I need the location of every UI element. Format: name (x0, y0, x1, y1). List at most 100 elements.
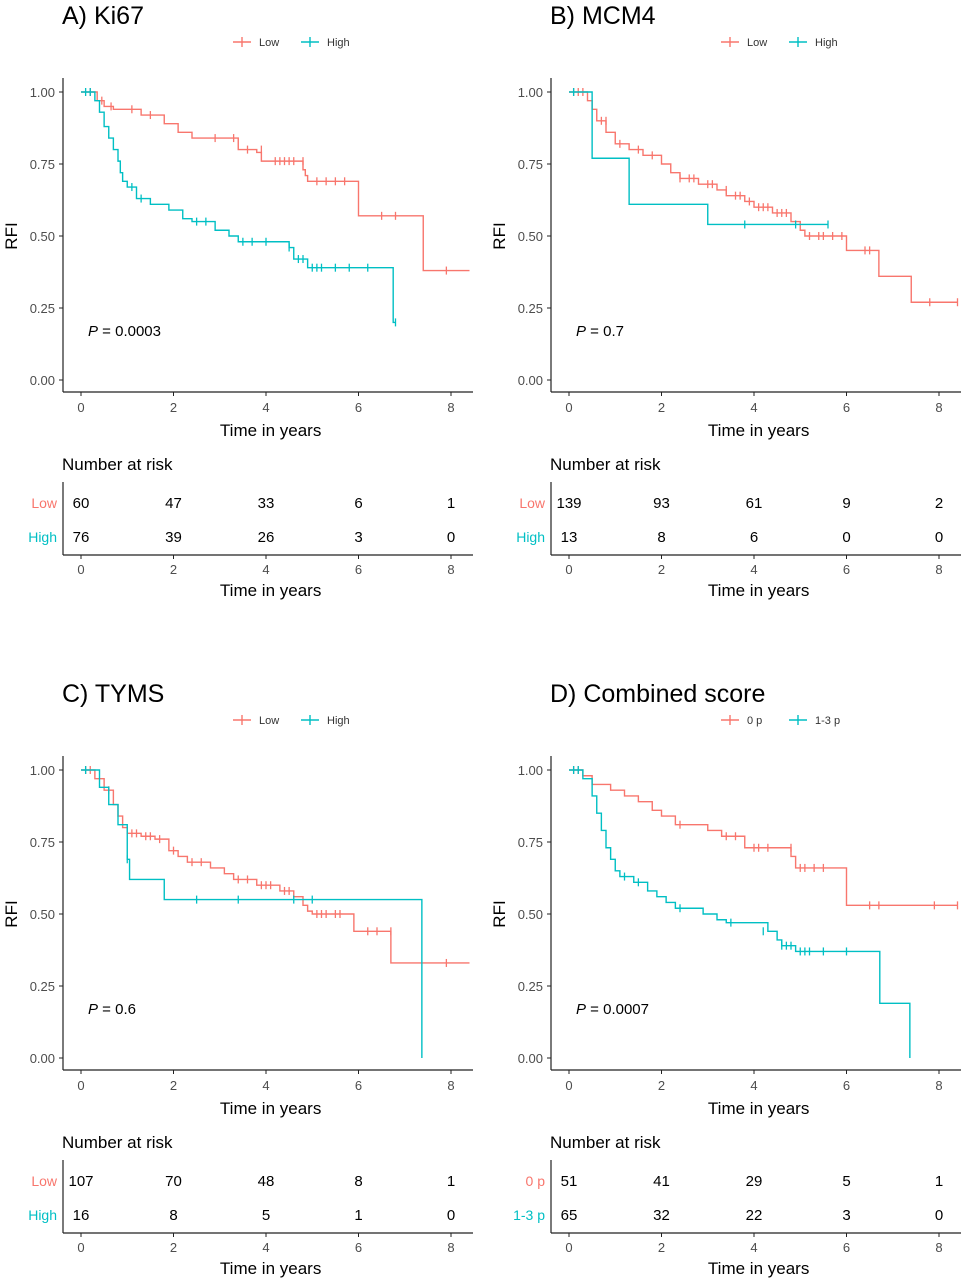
x-tick-label: 0 (77, 400, 84, 415)
legend: Low High (721, 37, 838, 49)
y-tick-label: 0.50 (518, 907, 543, 922)
risk-count: 139 (556, 495, 581, 512)
x-tick-label: 8 (935, 400, 942, 415)
legend-label: High (815, 37, 838, 49)
km-curve-Low (81, 769, 470, 964)
x-axis-label: Time in years (708, 421, 809, 440)
x-tick-label: 0 (565, 400, 572, 415)
risk-count: 8 (657, 529, 665, 546)
risk-count: 93 (653, 495, 670, 512)
y-tick-label: 0.50 (518, 229, 543, 244)
risk-count: 5 (262, 1207, 270, 1224)
y-axis-label: RFI (2, 900, 21, 927)
risk-x-tick-label: 4 (262, 562, 269, 577)
y-axis-label: RFI (490, 222, 509, 249)
risk-row-label: High (28, 1207, 57, 1223)
p-value-text: P = 0.0003 (88, 323, 161, 340)
risk-row-label: 0 p (526, 1173, 546, 1189)
x-tick-label: 4 (262, 400, 269, 415)
risk-x-axis-label: Time in years (220, 1259, 321, 1278)
x-tick-label: 6 (843, 1078, 850, 1093)
risk-count: 29 (746, 1173, 763, 1190)
risk-count: 1 (935, 1173, 943, 1190)
x-axis-label: Time in years (220, 1099, 321, 1118)
x-tick-label: 2 (170, 1078, 177, 1093)
km-curve-Low (81, 91, 470, 272)
x-tick-label: 4 (750, 1078, 757, 1093)
risk-count: 2 (935, 495, 943, 512)
risk-row-label: 1-3 p (513, 1207, 545, 1223)
risk-x-tick-label: 2 (170, 562, 177, 577)
risk-count: 3 (842, 1207, 850, 1224)
x-tick-label: 8 (447, 1078, 454, 1093)
legend: Low High (233, 715, 350, 727)
risk-row-label: Low (31, 495, 58, 511)
risk-count: 1 (354, 1207, 362, 1224)
risk-x-tick-label: 0 (77, 1240, 84, 1255)
km-curve-Low (569, 91, 958, 303)
x-tick-label: 6 (355, 400, 362, 415)
risk-x-tick-label: 6 (355, 562, 362, 577)
legend-label: Low (747, 37, 767, 49)
y-tick-label: 0.75 (518, 835, 543, 850)
legend-label: Low (259, 715, 279, 727)
risk-count: 5 (842, 1173, 850, 1190)
x-tick-label: 8 (935, 1078, 942, 1093)
panel-title: D) Combined score (550, 680, 765, 708)
y-tick-label: 0.75 (30, 157, 55, 172)
risk-count: 32 (653, 1207, 670, 1224)
risk-count: 1 (447, 495, 455, 512)
risk-count: 3 (354, 529, 362, 546)
risk-table-title: Number at risk (62, 1133, 173, 1152)
legend-label: 1-3 p (815, 715, 840, 727)
risk-count: 48 (258, 1173, 275, 1190)
risk-count: 8 (354, 1173, 362, 1190)
risk-count: 51 (561, 1173, 578, 1190)
legend: Low High (233, 37, 350, 49)
risk-x-tick-label: 6 (843, 562, 850, 577)
risk-row-label: Low (31, 1173, 58, 1189)
x-tick-label: 8 (447, 400, 454, 415)
risk-count: 22 (746, 1207, 763, 1224)
risk-x-tick-label: 0 (77, 562, 84, 577)
p-value-text: P = 0.7 (576, 323, 624, 340)
y-tick-label: 0.25 (518, 979, 543, 994)
km-panel-3: D) Combined score 0 p 1-3 p 0.00 0.25 0.50 0.7… (490, 680, 961, 1278)
x-tick-label: 2 (170, 400, 177, 415)
risk-x-tick-label: 8 (935, 1240, 942, 1255)
risk-x-tick-label: 2 (658, 562, 665, 577)
km-panel-2: C) TYMS Low High 0.00 0.25 0.50 0.75 1.00 0 2 4 6 8 T… (2, 680, 473, 1278)
risk-table-title: Number at risk (550, 1133, 661, 1152)
x-tick-label: 0 (565, 1078, 572, 1093)
risk-count: 76 (73, 529, 90, 546)
risk-count: 8 (169, 1207, 177, 1224)
y-tick-label: 0.50 (30, 907, 55, 922)
risk-x-axis-label: Time in years (708, 581, 809, 600)
risk-count: 47 (165, 495, 182, 512)
y-tick-label: 0.50 (30, 229, 55, 244)
risk-count: 13 (561, 529, 578, 546)
legend: 0 p 1-3 p (721, 715, 840, 727)
legend-label: Low (259, 37, 279, 49)
risk-x-tick-label: 6 (355, 1240, 362, 1255)
risk-count: 26 (258, 529, 275, 546)
risk-row-label: High (516, 529, 545, 545)
y-tick-label: 0.00 (518, 373, 543, 388)
y-tick-label: 0.00 (30, 373, 55, 388)
y-tick-label: 0.25 (30, 979, 55, 994)
y-tick-label: 0.00 (518, 1051, 543, 1066)
risk-count: 0 (447, 529, 455, 546)
x-tick-label: 4 (750, 400, 757, 415)
x-tick-label: 4 (262, 1078, 269, 1093)
risk-count: 41 (653, 1173, 670, 1190)
risk-row-label: High (28, 529, 57, 545)
panel-title: B) MCM4 (550, 2, 656, 30)
risk-x-tick-label: 0 (565, 562, 572, 577)
y-axis-label: RFI (490, 900, 509, 927)
y-tick-label: 1.00 (30, 85, 55, 100)
risk-x-tick-label: 4 (750, 562, 757, 577)
risk-x-axis-label: Time in years (708, 1259, 809, 1278)
risk-count: 0 (842, 529, 850, 546)
km-curve-High (81, 91, 396, 324)
km-curve-High (569, 91, 828, 226)
